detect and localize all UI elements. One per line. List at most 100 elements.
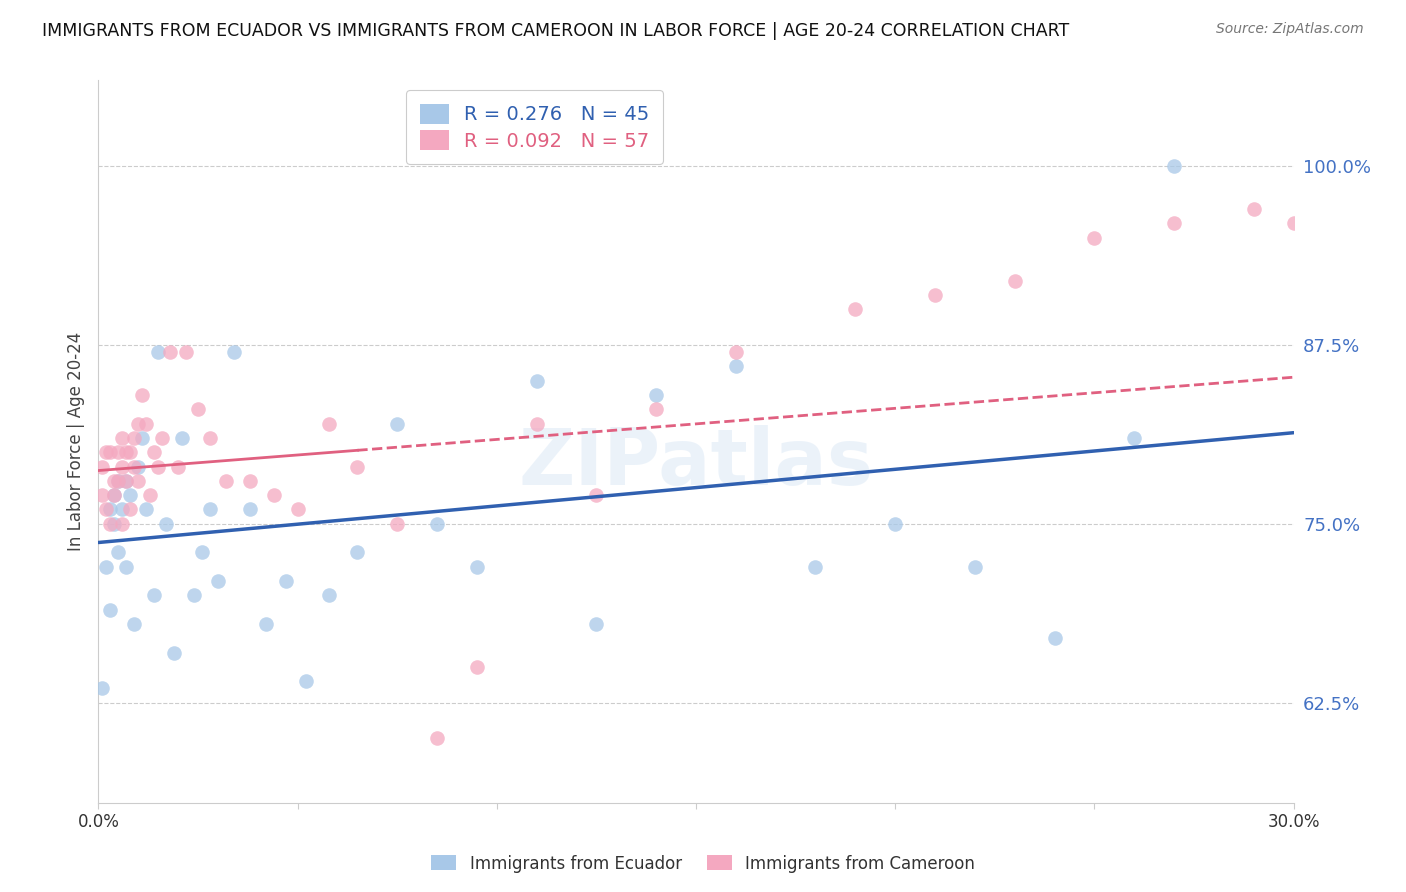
Point bbox=[124, 459, 146, 474]
Point bbox=[96, 445, 118, 459]
Point bbox=[1163, 216, 1185, 230]
Point bbox=[239, 474, 262, 488]
Point bbox=[294, 674, 316, 689]
Point bbox=[385, 516, 409, 531]
Point bbox=[804, 559, 827, 574]
Point bbox=[385, 417, 409, 431]
Point bbox=[1043, 632, 1066, 646]
Point bbox=[103, 516, 125, 531]
Point bbox=[207, 574, 229, 588]
Point bbox=[1362, 402, 1385, 417]
Point bbox=[139, 488, 162, 502]
Point bbox=[1123, 431, 1146, 445]
Point bbox=[1004, 274, 1026, 288]
Point bbox=[148, 459, 170, 474]
Point bbox=[120, 502, 142, 516]
Point bbox=[844, 302, 866, 317]
Point bbox=[135, 417, 157, 431]
Point bbox=[198, 431, 221, 445]
Point bbox=[131, 388, 153, 402]
Point bbox=[124, 617, 146, 632]
Legend: R = 0.276   N = 45, R = 0.092   N = 57: R = 0.276 N = 45, R = 0.092 N = 57 bbox=[406, 90, 664, 164]
Text: ZIPatlas: ZIPatlas bbox=[519, 425, 873, 501]
Point bbox=[645, 402, 668, 417]
Point bbox=[155, 516, 177, 531]
Point bbox=[287, 502, 309, 516]
Point bbox=[191, 545, 214, 559]
Point bbox=[120, 445, 142, 459]
Point bbox=[645, 388, 668, 402]
Point bbox=[1083, 230, 1105, 244]
Point bbox=[96, 502, 118, 516]
Point bbox=[187, 402, 209, 417]
Point bbox=[115, 474, 138, 488]
Point bbox=[115, 445, 138, 459]
Point bbox=[1282, 216, 1305, 230]
Point bbox=[98, 502, 122, 516]
Point bbox=[111, 502, 134, 516]
Point bbox=[120, 488, 142, 502]
Point bbox=[96, 559, 118, 574]
Point bbox=[963, 559, 986, 574]
Text: IMMIGRANTS FROM ECUADOR VS IMMIGRANTS FROM CAMEROON IN LABOR FORCE | AGE 20-24 C: IMMIGRANTS FROM ECUADOR VS IMMIGRANTS FR… bbox=[42, 22, 1070, 40]
Point bbox=[526, 374, 548, 388]
Point bbox=[115, 559, 138, 574]
Point bbox=[91, 681, 114, 696]
Point bbox=[239, 502, 262, 516]
Point bbox=[426, 731, 449, 746]
Point bbox=[585, 488, 607, 502]
Point bbox=[724, 345, 747, 359]
Point bbox=[274, 574, 297, 588]
Point bbox=[107, 474, 129, 488]
Point bbox=[318, 588, 340, 602]
Point bbox=[1382, 703, 1405, 717]
Point bbox=[111, 431, 134, 445]
Point bbox=[183, 588, 205, 602]
Point bbox=[198, 502, 221, 516]
Point bbox=[115, 474, 138, 488]
Point bbox=[174, 345, 197, 359]
Point bbox=[346, 459, 368, 474]
Point bbox=[103, 474, 125, 488]
Point bbox=[127, 474, 149, 488]
Point bbox=[526, 417, 548, 431]
Point bbox=[98, 445, 122, 459]
Point bbox=[127, 417, 149, 431]
Point bbox=[215, 474, 238, 488]
Point bbox=[150, 431, 173, 445]
Point bbox=[163, 646, 186, 660]
Point bbox=[124, 431, 146, 445]
Point bbox=[884, 516, 907, 531]
Point bbox=[98, 516, 122, 531]
Point bbox=[143, 588, 166, 602]
Point bbox=[254, 617, 277, 632]
Point bbox=[148, 345, 170, 359]
Point bbox=[111, 516, 134, 531]
Point bbox=[91, 459, 114, 474]
Point bbox=[924, 288, 946, 302]
Point bbox=[159, 345, 181, 359]
Point bbox=[143, 445, 166, 459]
Point bbox=[107, 474, 129, 488]
Point bbox=[1322, 230, 1344, 244]
Point bbox=[1343, 345, 1365, 359]
Point bbox=[131, 431, 153, 445]
Point bbox=[1243, 202, 1265, 216]
Point bbox=[1163, 159, 1185, 173]
Point bbox=[111, 459, 134, 474]
Point bbox=[465, 660, 488, 674]
Point bbox=[346, 545, 368, 559]
Point bbox=[91, 488, 114, 502]
Point bbox=[585, 617, 607, 632]
Point bbox=[1402, 760, 1406, 774]
Point bbox=[98, 602, 122, 616]
Point bbox=[426, 516, 449, 531]
Point bbox=[263, 488, 285, 502]
Y-axis label: In Labor Force | Age 20-24: In Labor Force | Age 20-24 bbox=[66, 332, 84, 551]
Point bbox=[465, 559, 488, 574]
Point bbox=[103, 488, 125, 502]
Point bbox=[135, 502, 157, 516]
Legend: Immigrants from Ecuador, Immigrants from Cameroon: Immigrants from Ecuador, Immigrants from… bbox=[425, 848, 981, 880]
Point bbox=[107, 445, 129, 459]
Point bbox=[222, 345, 245, 359]
